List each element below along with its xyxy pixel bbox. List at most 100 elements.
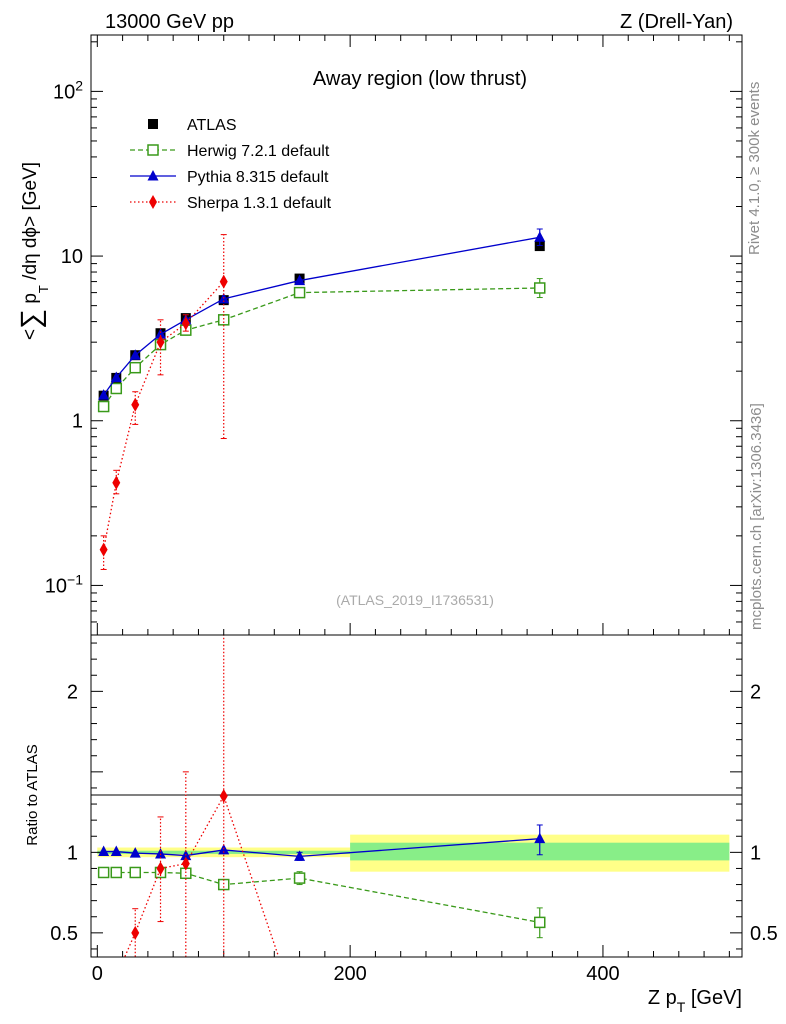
ratio-point-herwig — [97, 866, 110, 879]
marker-diamond — [181, 316, 190, 331]
marker-diamond — [181, 856, 190, 871]
ratio-series-group — [97, 635, 546, 957]
marker-open-square — [110, 382, 123, 395]
marker-open-square — [533, 916, 546, 929]
data-point-sherpa — [156, 335, 165, 350]
marker-triangle — [129, 847, 141, 858]
y-axis-label-ratio: Ratio to ATLAS — [24, 744, 41, 845]
chart-title: Away region (low thrust) — [313, 68, 527, 90]
series-line — [103, 281, 225, 550]
ratio-point-sherpa — [219, 789, 228, 803]
legend-entry-herwig: Herwig 7.2.1 default — [130, 143, 330, 160]
marker-triangle — [110, 371, 122, 383]
data-point-pythia — [294, 274, 306, 286]
data-point-sherpa — [99, 542, 108, 557]
marker-open-square — [217, 314, 230, 326]
data-point-sherpa — [219, 274, 228, 289]
ratio-point-herwig — [217, 878, 230, 891]
x-tick-label: 400 — [586, 963, 619, 985]
legend-marker — [149, 195, 157, 209]
series-line — [103, 236, 540, 396]
series-atlas — [98, 241, 545, 401]
data-point-sherpa — [181, 316, 190, 331]
rivet-label: Rivet 4.1.0, ≥ 300k events — [746, 82, 763, 255]
ratio-tick-label-left: 0.5 — [50, 923, 78, 945]
x-tick-label: 200 — [333, 963, 366, 985]
legend-marker — [148, 119, 158, 129]
data-point-herwig — [110, 382, 123, 395]
x-axis-label: Z pT [GeV] — [648, 987, 742, 1015]
data-point-sherpa — [131, 397, 140, 412]
ratio-point-sherpa — [131, 925, 140, 940]
marker-open-square — [217, 878, 230, 891]
legend-entry-atlas: ATLAS — [148, 117, 237, 134]
marker-open-square — [293, 872, 306, 884]
legend-marker — [147, 144, 159, 156]
x-tick-label: 0 — [92, 963, 103, 985]
ratio-series-line — [123, 794, 280, 957]
data-point-herwig — [97, 400, 110, 413]
data-point-herwig — [293, 286, 306, 299]
marker-diamond — [219, 789, 228, 803]
header-right: Z (Drell-Yan) — [620, 11, 733, 33]
marker-triangle — [534, 231, 546, 242]
legend-label: ATLAS — [187, 117, 237, 134]
marker-diamond — [149, 195, 157, 209]
marker-open-square — [533, 282, 546, 294]
y-tick-label: 10 — [61, 246, 83, 268]
marker-triangle — [294, 850, 306, 861]
y-axis-label-text: <∑ pT /dη dϕ> [GeV] — [15, 162, 51, 340]
ratio-point-herwig — [293, 872, 306, 884]
legend-entry-pythia: Pythia 8.315 default — [130, 169, 329, 186]
legend-entry-sherpa: Sherpa 1.3.1 default — [130, 195, 332, 212]
marker-open-square — [129, 866, 141, 879]
ratio-series-line — [103, 871, 540, 924]
series-sherpa — [99, 234, 228, 570]
ratio-point-pythia — [98, 845, 110, 857]
data-point-atlas — [534, 241, 545, 252]
ratio-tick-label-right: 2 — [750, 681, 761, 703]
marker-triangle — [98, 845, 110, 857]
marker-triangle — [155, 847, 167, 859]
ratio-panel: 0.5 0.5 1 1 2 2 0 200 400 Ratio to ATLAS Z pT [G… — [24, 634, 778, 1015]
data-point-pythia — [534, 231, 546, 242]
bottom-frame — [90, 634, 743, 958]
ratio-point-herwig — [110, 866, 123, 879]
ratio-point-sherpa — [156, 861, 165, 876]
series-herwig — [97, 278, 546, 413]
data-point-herwig — [533, 282, 546, 294]
legend-label: Pythia 8.315 default — [187, 169, 329, 186]
marker-open-square — [129, 361, 141, 374]
marker-triangle — [155, 328, 167, 339]
marker-diamond — [131, 925, 140, 940]
marker-diamond — [112, 475, 121, 490]
ratio-tick-label-left: 1 — [67, 842, 78, 864]
ratio-point-pythia — [110, 845, 122, 857]
main-panel: Away region (low thrust) (ATLAS_2019_I17… — [15, 34, 743, 636]
y-tick-label: 1 — [72, 411, 83, 433]
marker-triangle — [129, 349, 141, 360]
marker-open-square — [110, 866, 123, 879]
ratio-point-pythia — [129, 847, 141, 858]
marker-diamond — [131, 397, 140, 412]
legend-label: Herwig 7.2.1 default — [187, 143, 330, 160]
y-axis-label-top: <∑ pT /dη dϕ> [GeV] — [15, 162, 51, 340]
marker-triangle — [110, 845, 122, 857]
ratio-series-pythia — [98, 824, 546, 861]
ratio-tick-label-right: 1 — [750, 842, 761, 864]
marker-triangle — [294, 274, 306, 286]
series-pythia — [98, 228, 546, 400]
ratio-point-sherpa — [181, 856, 190, 871]
legend-label: Sherpa 1.3.1 default — [187, 195, 332, 212]
marker-triangle — [98, 389, 110, 400]
data-point-pythia — [110, 371, 122, 383]
data-point-pythia — [155, 328, 167, 339]
marker-open-square — [293, 286, 306, 299]
data-point-sherpa — [112, 475, 121, 490]
ratio-point-herwig — [533, 916, 546, 929]
marker-diamond — [156, 335, 165, 350]
y-tick-label: 102 — [53, 77, 83, 103]
ratio-point-pythia — [294, 850, 306, 861]
header-left: 13000 GeV pp — [105, 11, 234, 33]
